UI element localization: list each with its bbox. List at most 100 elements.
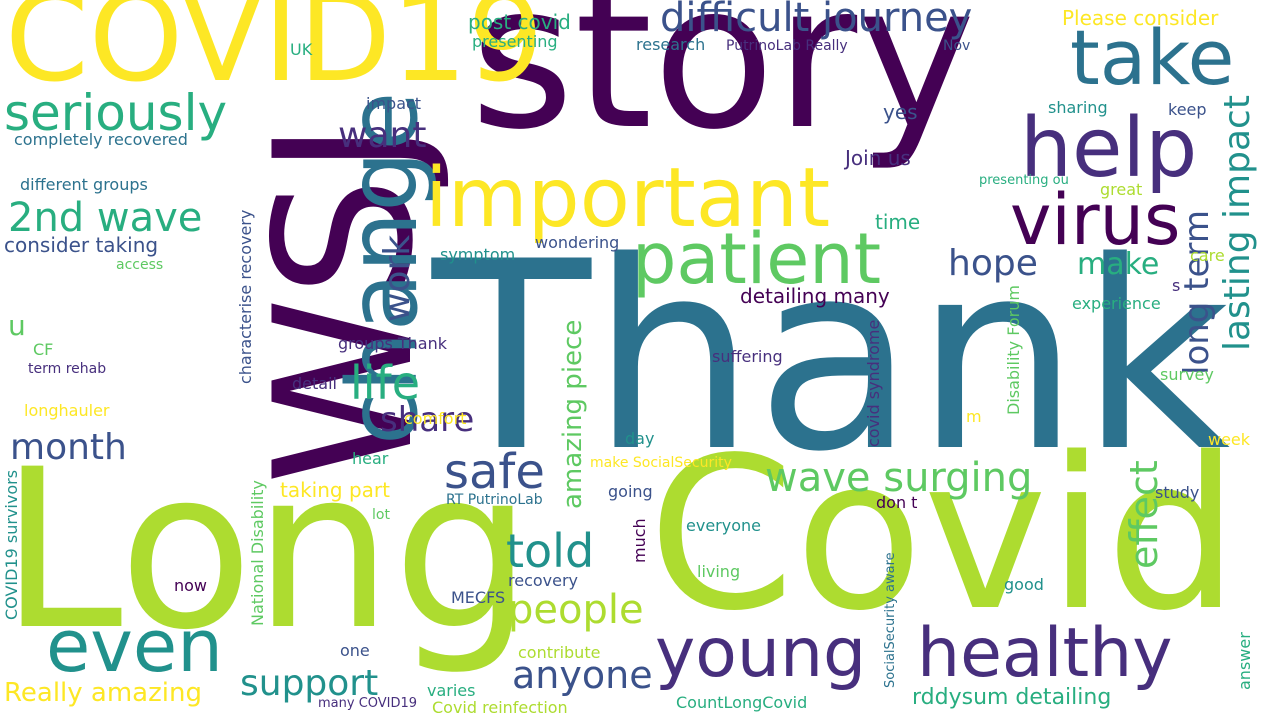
cloud-word-completely-recovered: completely recovered xyxy=(14,130,188,149)
cloud-word-amazing-piece: amazing piece xyxy=(558,319,588,509)
cloud-word-everyone: everyone xyxy=(686,516,761,535)
cloud-word-story: story xyxy=(470,0,976,174)
cloud-word-long-term: long term xyxy=(1177,210,1217,375)
cloud-word-groups-thank: groups Thank xyxy=(338,334,448,353)
cloud-word-long: Long xyxy=(0,422,533,678)
cloud-word-difficult-journey: difficult journey xyxy=(660,0,973,41)
cloud-word-wave-surging: wave surging xyxy=(765,455,1033,501)
cloud-word-2nd-wave: 2nd wave xyxy=(8,195,203,241)
cloud-word-comfort: comfort xyxy=(404,409,467,428)
cloud-word-access: access xyxy=(116,257,164,273)
cloud-word-covid-syndrome: covid syndrome xyxy=(864,319,883,447)
cloud-word-people: people xyxy=(508,587,644,633)
cloud-word-good: good xyxy=(1004,575,1044,594)
cloud-word-contribute: contribute xyxy=(518,643,601,662)
cloud-word-different-groups: different groups xyxy=(20,175,148,194)
cloud-word-work: work xyxy=(377,234,418,322)
cloud-word-presenting: presenting xyxy=(472,32,558,51)
cloud-word-please-consider: Please consider xyxy=(1062,6,1219,30)
cloud-word-research: research xyxy=(636,35,706,54)
cloud-word-suffering: suffering xyxy=(712,347,783,366)
cloud-word-join-us: Join us xyxy=(845,146,911,170)
cloud-word-varies: varies xyxy=(427,681,476,700)
cloud-word-day: day xyxy=(625,429,655,448)
cloud-word-many-covid19: many COVID19 xyxy=(318,696,418,711)
cloud-word-support: support xyxy=(240,663,379,704)
cloud-word-share: share xyxy=(380,400,475,440)
cloud-word-covid: Covid xyxy=(648,412,1240,657)
cloud-word-detailing-many: detailing many xyxy=(740,284,890,308)
cloud-word-m: m xyxy=(966,407,982,426)
cloud-word-month: month xyxy=(10,427,127,468)
cloud-word-going: going xyxy=(608,482,653,501)
cloud-word-nov: Nov xyxy=(943,38,971,54)
cloud-word-care: care xyxy=(1190,246,1225,265)
cloud-word-cf: CF xyxy=(33,340,54,359)
cloud-word-want: want xyxy=(338,115,427,156)
cloud-word-now: now xyxy=(174,576,208,595)
cloud-word-socialsecurity-aware: SocialSecurity aware xyxy=(883,552,898,688)
cloud-word-sharing: sharing xyxy=(1048,98,1108,117)
cloud-word-make-socialsecurity: make SocialSecurity xyxy=(590,455,732,471)
cloud-word-make: make xyxy=(1077,247,1160,282)
cloud-word-u: u xyxy=(8,309,26,342)
cloud-word-lasting-impact: lasting impact xyxy=(1217,95,1258,351)
cloud-word-thank: Thank xyxy=(432,207,1231,509)
cloud-word-even: even xyxy=(46,604,223,688)
cloud-word-wondering: wondering xyxy=(535,233,620,252)
cloud-word-really-amazing: Really amazing xyxy=(4,678,202,708)
cloud-word-yes: yes xyxy=(883,100,918,124)
cloud-word-keep: keep xyxy=(1168,100,1207,119)
cloud-word-take: take xyxy=(1070,13,1235,102)
cloud-word-presenting-ou: presenting ou xyxy=(979,173,1069,188)
cloud-word-week: week xyxy=(1208,430,1251,449)
cloud-word-covid-reinfection: Covid reinfection xyxy=(432,698,568,717)
cloud-word-hear: hear xyxy=(352,449,389,468)
cloud-word-answer: answer xyxy=(1235,632,1254,690)
cloud-word-rddysum-detailing: rddysum detailing xyxy=(912,685,1112,710)
cloud-word-anyone: anyone xyxy=(512,653,653,697)
cloud-word-disability-forum: Disability Forum xyxy=(1004,285,1023,415)
cloud-word-living: living xyxy=(697,562,741,581)
cloud-word-hope: hope xyxy=(948,243,1038,284)
cloud-word-consider-taking: consider taking xyxy=(4,233,159,257)
cloud-word-survey: survey xyxy=(1160,365,1214,384)
cloud-word-taking-part: taking part xyxy=(280,478,390,502)
cloud-word-recovery: recovery xyxy=(508,571,579,590)
cloud-word-don-t: don t xyxy=(876,493,918,512)
cloud-word-important: important xyxy=(425,151,831,246)
cloud-word-term-rehab: term rehab xyxy=(28,361,107,377)
cloud-word-young: young xyxy=(655,614,867,693)
cloud-word-covid19: COVID19 xyxy=(5,0,544,109)
cloud-word-national-disability: National Disability xyxy=(248,480,267,626)
cloud-word-safe: safe xyxy=(444,444,545,500)
cloud-word-great: great xyxy=(1100,180,1143,199)
cloud-word-patient: patient xyxy=(632,218,882,300)
cloud-word-countlongcovid: CountLongCovid xyxy=(676,693,808,712)
cloud-word-healthy: healthy xyxy=(917,614,1173,693)
cloud-word-effect: effect xyxy=(1122,460,1166,569)
cloud-word-mecfs: MECFS xyxy=(451,588,506,607)
cloud-word-experience: experience xyxy=(1072,294,1161,313)
cloud-word-seriously: seriously xyxy=(4,84,228,142)
cloud-word-s: s xyxy=(1172,276,1181,295)
cloud-word-detail: detail xyxy=(292,374,337,393)
cloud-word-life: life xyxy=(350,356,421,410)
cloud-word-symptom: symptom xyxy=(440,245,516,264)
cloud-word-much: much xyxy=(630,518,649,563)
cloud-word-uk: UK xyxy=(290,40,313,59)
cloud-word-told: told xyxy=(506,524,595,578)
cloud-word-post-covid: post covid xyxy=(468,10,571,34)
cloud-word-study: study xyxy=(1155,483,1200,502)
cloud-word-one: one xyxy=(340,641,370,660)
cloud-word-characterise-recovery: characterise recovery xyxy=(236,209,255,384)
cloud-word-impact: impact xyxy=(366,94,422,113)
cloud-word-putrinolab-really: PutrinoLab Really xyxy=(726,38,848,54)
cloud-word-help: help xyxy=(1020,101,1198,196)
cloud-word-covid19-survivors: COVID19 survivors xyxy=(2,469,21,620)
cloud-word-lot: lot xyxy=(372,507,390,523)
cloud-word-virus: virus xyxy=(1010,179,1181,261)
cloud-word-longhauler: longhauler xyxy=(24,401,110,420)
cloud-word-time: time xyxy=(875,210,921,234)
